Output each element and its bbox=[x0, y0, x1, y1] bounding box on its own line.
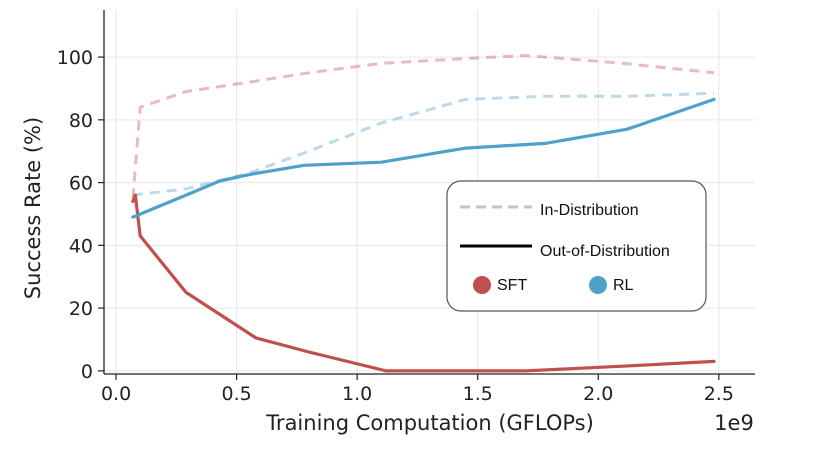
axes bbox=[103, 10, 755, 375]
ticks: 0.0 0.5 1.0 1.5 2.0 2.5 0 20 40 60 80 100 bbox=[57, 47, 734, 405]
legend-rl-label: RL bbox=[613, 277, 634, 294]
x-tick-label: 0.5 bbox=[222, 383, 252, 405]
legend: In-Distribution Out-of-Distribution SFT … bbox=[446, 180, 707, 312]
y-axis-label: Success Rate (%) bbox=[21, 117, 45, 299]
legend-out-of-distribution-label: Out-of-Distribution bbox=[540, 243, 670, 260]
rl-in-distribution-line bbox=[132, 91, 715, 197]
legend-rl-marker bbox=[589, 276, 607, 294]
x-tick-label: 2.5 bbox=[704, 383, 734, 405]
x-tick-label: 2.0 bbox=[583, 383, 613, 405]
y-tick-label: 100 bbox=[57, 47, 93, 69]
x-tick-label: 1.5 bbox=[463, 383, 493, 405]
x-scale-label: 1e9 bbox=[714, 411, 754, 435]
legend-in-distribution-label: In-Distribution bbox=[540, 202, 639, 219]
y-tick-label: 0 bbox=[81, 361, 93, 383]
legend-sft-label: SFT bbox=[497, 277, 527, 294]
sft-out-of-distribution-line bbox=[131, 193, 716, 373]
series-layer bbox=[131, 54, 716, 373]
rl-out-of-distribution-line bbox=[131, 97, 716, 219]
y-tick-label: 20 bbox=[69, 298, 93, 320]
y-tick-label: 80 bbox=[69, 110, 93, 132]
sft-in-distribution-line bbox=[131, 54, 715, 199]
legend-box bbox=[446, 180, 707, 312]
y-tick-label: 40 bbox=[69, 235, 93, 257]
y-tick-label: 60 bbox=[69, 173, 93, 195]
x-tick-label: 0.0 bbox=[101, 383, 131, 405]
x-tick-label: 1.0 bbox=[342, 383, 372, 405]
x-axis-label: Training Computation (GFLOPs) bbox=[265, 411, 594, 435]
legend-sft-marker bbox=[473, 276, 491, 294]
